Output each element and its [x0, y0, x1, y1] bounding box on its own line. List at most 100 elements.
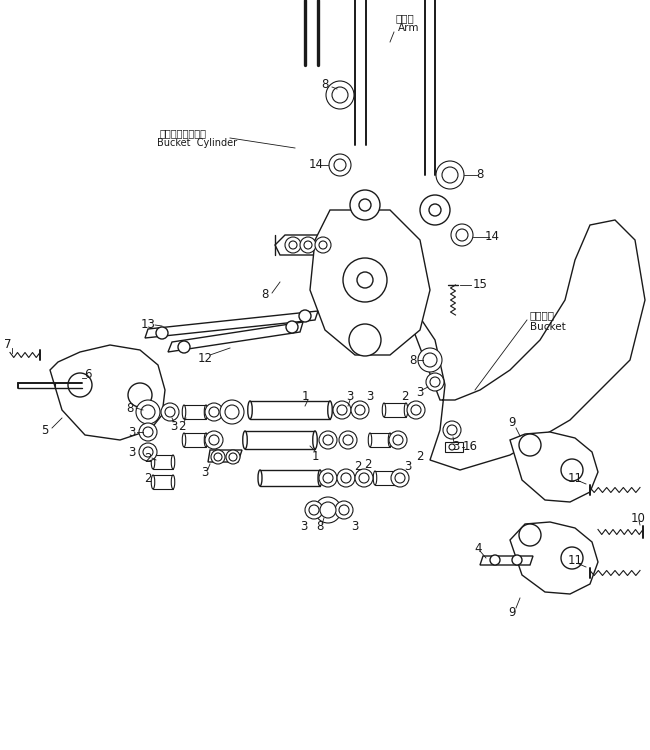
Ellipse shape	[204, 405, 208, 419]
Circle shape	[449, 444, 455, 450]
Text: 16: 16	[463, 440, 478, 454]
Polygon shape	[510, 432, 598, 502]
Text: 15: 15	[473, 278, 488, 292]
Text: 10: 10	[630, 512, 645, 524]
Circle shape	[320, 502, 336, 518]
Ellipse shape	[258, 470, 262, 486]
Text: 4: 4	[474, 542, 482, 554]
Circle shape	[420, 195, 450, 225]
Circle shape	[209, 435, 219, 445]
Circle shape	[305, 501, 323, 519]
Circle shape	[128, 383, 152, 407]
Text: 11: 11	[567, 554, 582, 568]
Circle shape	[226, 450, 240, 464]
Circle shape	[333, 401, 351, 419]
Text: 2: 2	[364, 458, 372, 470]
Circle shape	[426, 373, 444, 391]
Circle shape	[143, 427, 153, 437]
Text: 12: 12	[198, 352, 213, 364]
Polygon shape	[400, 220, 645, 470]
Circle shape	[442, 167, 458, 183]
Text: 8: 8	[321, 79, 329, 92]
Ellipse shape	[328, 401, 332, 419]
Circle shape	[205, 403, 223, 421]
Text: 5: 5	[42, 424, 49, 436]
Text: 1: 1	[311, 449, 318, 463]
Polygon shape	[310, 210, 430, 355]
Circle shape	[319, 469, 337, 487]
Circle shape	[359, 473, 369, 483]
Circle shape	[285, 237, 301, 253]
Ellipse shape	[171, 455, 175, 469]
Circle shape	[141, 405, 155, 419]
Circle shape	[423, 353, 437, 367]
Circle shape	[209, 407, 219, 417]
Circle shape	[359, 199, 371, 211]
Ellipse shape	[382, 403, 385, 417]
Circle shape	[319, 241, 327, 249]
Text: 8: 8	[476, 169, 484, 182]
Circle shape	[229, 453, 237, 461]
Polygon shape	[275, 235, 345, 255]
Text: 9: 9	[508, 416, 515, 430]
Circle shape	[351, 401, 369, 419]
Circle shape	[136, 400, 160, 424]
Text: Arm: Arm	[398, 23, 419, 33]
Polygon shape	[50, 345, 165, 440]
Text: 3: 3	[416, 386, 424, 400]
Circle shape	[68, 373, 92, 397]
Text: 3: 3	[452, 440, 460, 452]
Ellipse shape	[404, 403, 408, 417]
Circle shape	[214, 453, 222, 461]
Circle shape	[407, 401, 425, 419]
Text: 8: 8	[410, 353, 417, 367]
Circle shape	[323, 473, 333, 483]
Circle shape	[350, 190, 380, 220]
Ellipse shape	[318, 470, 322, 486]
Circle shape	[443, 421, 461, 439]
Text: 2: 2	[354, 460, 362, 472]
Circle shape	[329, 154, 351, 176]
Circle shape	[339, 505, 349, 515]
Text: 2: 2	[416, 449, 424, 463]
Text: Bucket: Bucket	[530, 322, 566, 332]
Text: 2: 2	[144, 472, 151, 484]
Circle shape	[319, 431, 337, 449]
Circle shape	[561, 459, 583, 481]
Circle shape	[512, 555, 522, 565]
Ellipse shape	[171, 475, 175, 489]
Circle shape	[299, 310, 311, 322]
Circle shape	[304, 241, 312, 249]
Bar	[445, 442, 463, 452]
Circle shape	[451, 224, 473, 246]
Circle shape	[447, 425, 457, 435]
Ellipse shape	[182, 433, 186, 447]
Circle shape	[161, 403, 179, 421]
Circle shape	[393, 435, 403, 445]
Circle shape	[395, 473, 405, 483]
Ellipse shape	[182, 405, 186, 419]
Text: 3: 3	[128, 425, 136, 439]
Circle shape	[205, 431, 223, 449]
Text: 2: 2	[144, 452, 151, 464]
Text: 2: 2	[178, 419, 186, 433]
Circle shape	[337, 469, 355, 487]
Ellipse shape	[369, 433, 372, 447]
Circle shape	[289, 241, 297, 249]
Text: 9: 9	[508, 605, 515, 619]
Polygon shape	[480, 556, 533, 565]
Circle shape	[519, 434, 541, 456]
Circle shape	[429, 204, 441, 216]
Circle shape	[355, 405, 365, 415]
Circle shape	[225, 405, 239, 419]
Text: 7: 7	[5, 338, 12, 352]
Circle shape	[300, 237, 316, 253]
Circle shape	[456, 229, 468, 241]
Text: 6: 6	[84, 368, 92, 382]
Circle shape	[309, 505, 319, 515]
Circle shape	[286, 321, 298, 333]
Text: 13: 13	[140, 319, 155, 332]
Ellipse shape	[388, 433, 392, 447]
Circle shape	[337, 405, 347, 415]
Circle shape	[315, 237, 331, 253]
